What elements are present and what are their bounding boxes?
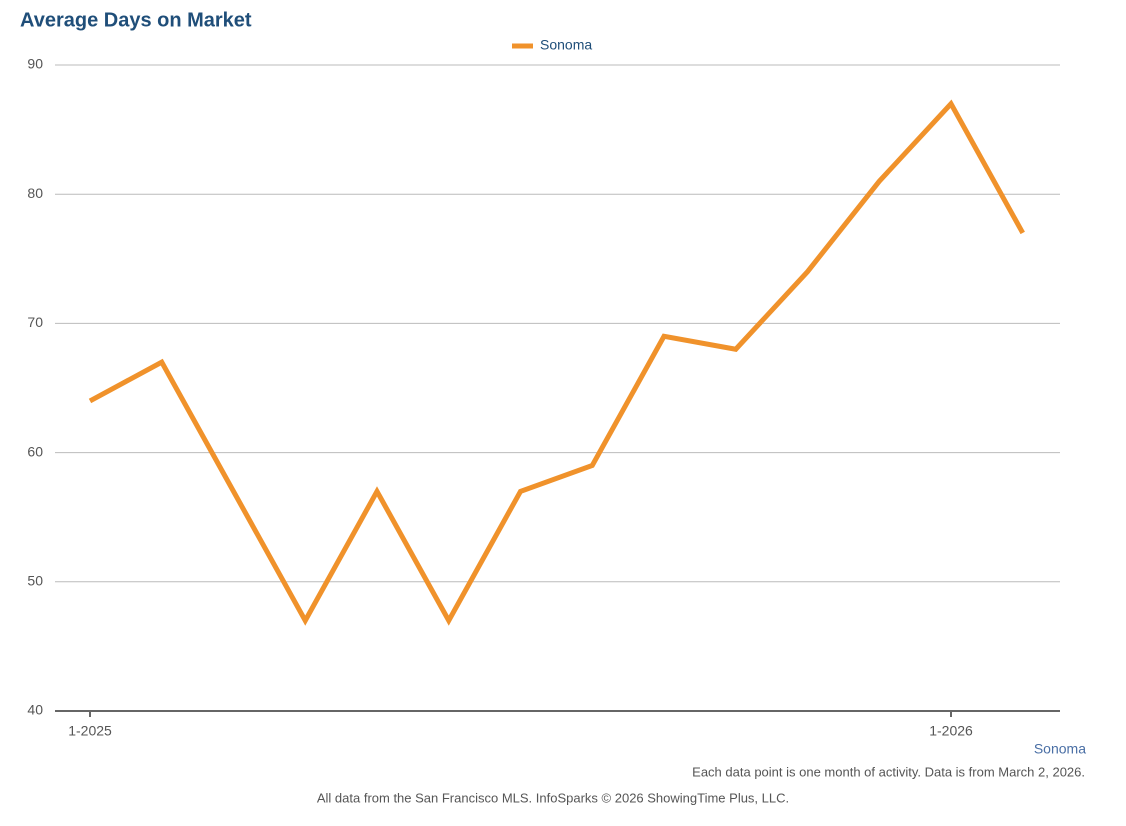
note: All data from the San Francisco MLS. Inf… <box>317 790 789 805</box>
y-tick-label: 90 <box>27 56 43 72</box>
y-tick-label: 70 <box>27 314 43 330</box>
series-label: Sonoma <box>1034 741 1086 757</box>
y-tick-label: 80 <box>27 185 43 201</box>
y-tick-label: 50 <box>27 573 43 589</box>
note: Each data point is one month of activity… <box>692 764 1085 779</box>
line <box>88 99 1025 626</box>
chart-title: Average Days on Market <box>20 9 252 31</box>
x-tick-label: 1-2026 <box>929 723 973 739</box>
y-tick-label: 40 <box>27 702 43 718</box>
x-tick-label: 1-2025 <box>68 723 112 739</box>
legend-label: Sonoma <box>540 37 592 53</box>
y-tick-label: 60 <box>27 443 43 459</box>
